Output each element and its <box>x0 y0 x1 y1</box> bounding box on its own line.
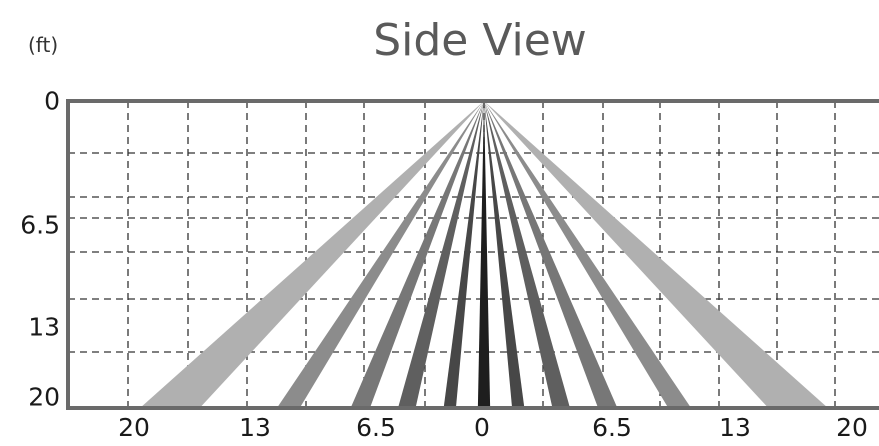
detection-beam <box>484 101 692 408</box>
y-tick-label: 13 <box>28 313 60 342</box>
detection-beam <box>484 101 828 408</box>
x-tick-label: 13 <box>239 413 271 442</box>
x-tick-label: 20 <box>118 413 150 442</box>
y-tick-labels: 0 6.5 13 20 <box>20 87 60 412</box>
y-tick-label: 0 <box>44 87 60 116</box>
detection-beam <box>276 101 484 408</box>
diagram-title: Side View <box>373 15 587 66</box>
axes <box>66 99 879 410</box>
detection-beam <box>484 101 525 408</box>
y-tick-label: 20 <box>28 383 60 412</box>
detection-beam <box>140 101 484 408</box>
x-tick-labels: 20 13 6.5 0 6.5 13 20 <box>118 413 868 442</box>
x-tick-label: 13 <box>719 413 751 442</box>
detection-beam <box>350 101 484 408</box>
detection-beam <box>443 101 484 408</box>
detection-beam <box>484 101 618 408</box>
x-tick-label: 20 <box>836 413 868 442</box>
detection-beam <box>477 101 491 408</box>
x-tick-label: 6.5 <box>592 413 632 442</box>
x-tick-label: 0 <box>474 413 490 442</box>
detection-beams <box>140 101 828 408</box>
detection-beam <box>484 101 570 408</box>
y-tick-label: 6.5 <box>20 211 60 240</box>
unit-label: (ft) <box>28 33 58 57</box>
detection-beam <box>398 101 484 408</box>
x-tick-label: 6.5 <box>356 413 396 442</box>
